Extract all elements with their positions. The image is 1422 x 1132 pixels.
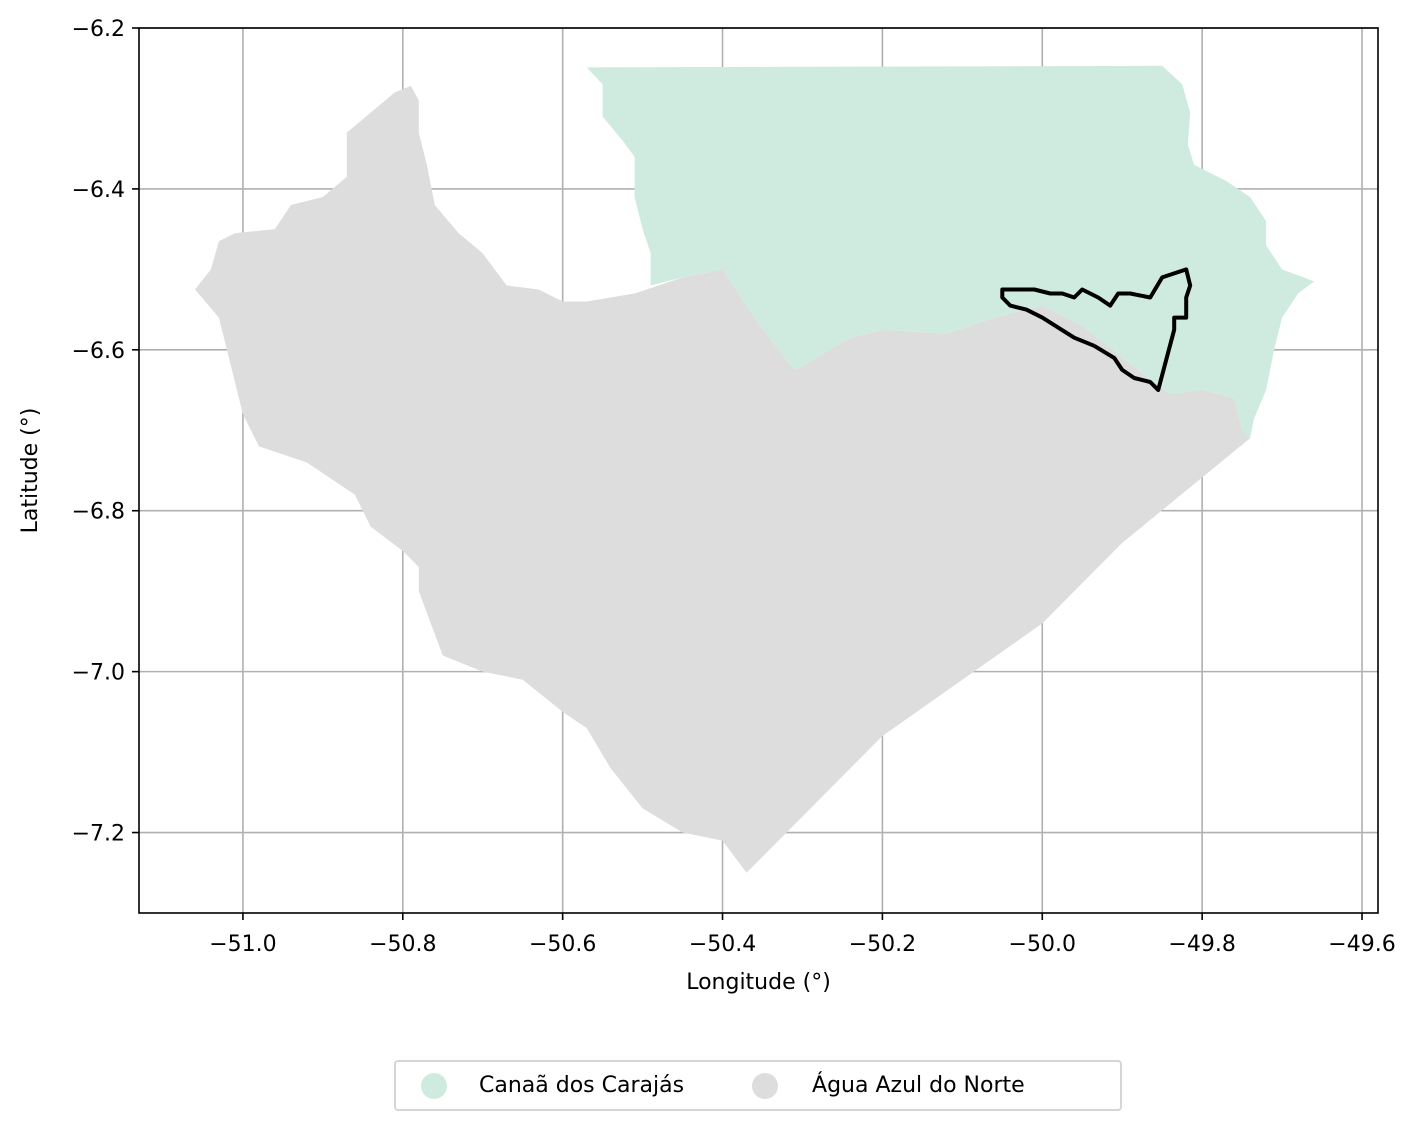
x-tick-label: −49.8 bbox=[1168, 932, 1235, 957]
legend-label-canaa-dos-carajas: Canaã dos Carajás bbox=[479, 1073, 685, 1098]
x-axis-label: Longitude (°) bbox=[686, 970, 831, 995]
x-tick-label: −50.2 bbox=[849, 932, 916, 957]
tick-marks: −51.0 −50.8 −50.6 −50.4 −50.2 −50.0 −49.8 −49.6… bbox=[72, 17, 1396, 957]
y-tick-label: −6.2 bbox=[72, 17, 125, 42]
region-canaa-dos-carajas bbox=[586, 65, 1315, 439]
map-regions bbox=[195, 65, 1315, 873]
y-tick-label: −6.4 bbox=[72, 178, 125, 203]
outline-layer bbox=[1000, 267, 1193, 392]
legend-label-agua-azul-do-norte: Água Azul do Norte bbox=[812, 1073, 1025, 1098]
x-tick-label: −50.8 bbox=[369, 932, 436, 957]
legend-marker-agua-azul-do-norte bbox=[752, 1072, 779, 1099]
x-tick-label: −50.4 bbox=[689, 932, 756, 957]
x-tick-label: −50.0 bbox=[1009, 932, 1076, 957]
y-tick-label: −6.8 bbox=[72, 500, 125, 525]
region-agua-azul-do-norte bbox=[195, 85, 1251, 873]
legend: Canaã dos Carajás Água Azul do Norte bbox=[394, 1060, 1122, 1111]
y-axis-label: Latitude (°) bbox=[18, 408, 43, 534]
axes-frame bbox=[138, 27, 1379, 914]
x-tick-label: −51.0 bbox=[209, 932, 276, 957]
highlighted-area-outline bbox=[1000, 267, 1193, 392]
legend-marker-canaa-dos-carajas bbox=[421, 1072, 447, 1099]
legend-item-agua-azul-do-norte: Água Azul do Norte bbox=[752, 1062, 1025, 1109]
x-tick-label: −50.6 bbox=[529, 932, 596, 957]
y-tick-label: −6.6 bbox=[72, 339, 125, 364]
y-tick-label: −7.2 bbox=[72, 822, 125, 847]
y-tick-label: −7.0 bbox=[72, 661, 125, 686]
legend-item-canaa-dos-carajas: Canaã dos Carajás bbox=[421, 1062, 684, 1109]
x-tick-label: −49.6 bbox=[1328, 932, 1395, 957]
